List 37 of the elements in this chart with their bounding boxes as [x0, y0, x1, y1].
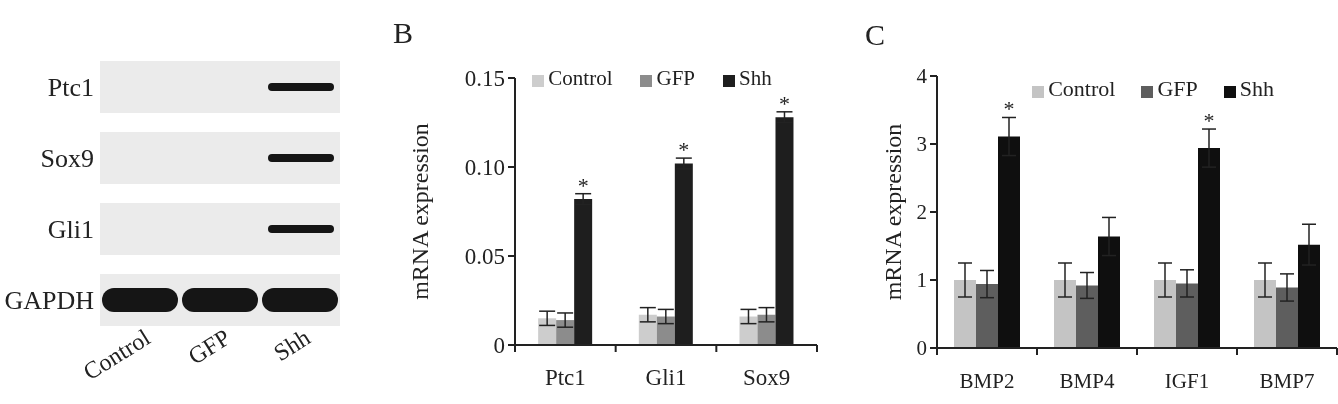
x-tick-label: BMP2 [959, 369, 1015, 393]
y-axis-title: mRNA expression [880, 123, 906, 301]
legend-label: Shh [739, 66, 773, 90]
x-tick-label: IGF1 [1164, 369, 1210, 393]
chart-title: B [393, 16, 414, 49]
y-tick-label: 4 [916, 64, 928, 89]
data-label: * [1003, 96, 1015, 122]
y-tick-label: 0.05 [464, 244, 505, 270]
category-label: Gli1 [47, 215, 94, 244]
x-tick-label: Ptc1 [544, 365, 586, 390]
data-label: * [577, 172, 589, 198]
legend-label: Control [1048, 76, 1117, 101]
x-tick-label: Gli1 [645, 365, 687, 390]
y-tick-label: 1 [916, 268, 927, 293]
category-label: GAPDH [4, 286, 94, 315]
y-axis-title: mRNA expression [407, 123, 433, 300]
y-tick-label: 0.10 [464, 155, 505, 181]
legend-label: Shh [1239, 76, 1275, 101]
chart-title: C [865, 18, 886, 51]
data-label: * [1203, 108, 1215, 134]
x-tick-label: BMP7 [1259, 369, 1315, 393]
y-tick-label: 0 [916, 336, 927, 361]
data-label: * [678, 137, 690, 163]
category-label: Ptc1 [47, 73, 94, 102]
legend-label: Control [548, 66, 614, 90]
y-tick-label: 0.15 [464, 66, 505, 92]
x-tick-label: Sox9 [743, 365, 791, 390]
data-label: * [778, 90, 790, 116]
category-label: Sox9 [40, 144, 94, 173]
category-label: Shh [269, 324, 315, 367]
legend-label: GFP [656, 66, 696, 90]
category-label: GFP [183, 324, 235, 370]
y-tick-label: 0 [493, 333, 505, 359]
y-tick-label: 3 [916, 132, 927, 157]
legend-label: GFP [1157, 76, 1199, 101]
y-tick-label: 2 [916, 200, 927, 225]
x-tick-label: BMP4 [1059, 369, 1115, 393]
